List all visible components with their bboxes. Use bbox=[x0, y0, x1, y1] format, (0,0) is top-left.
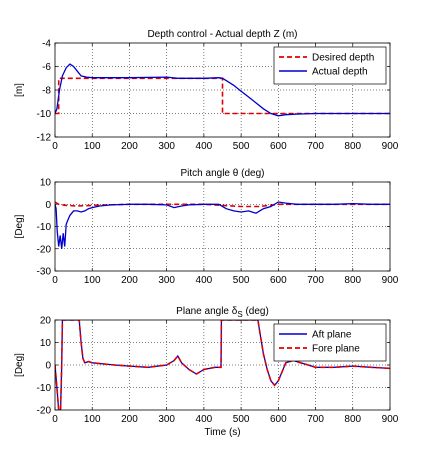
x-tick-label: 600 bbox=[270, 275, 287, 286]
x-tick-label: 400 bbox=[196, 275, 213, 286]
y-tick-label: 0 bbox=[45, 200, 51, 211]
y-tick-label: 10 bbox=[40, 338, 52, 349]
x-tick-label: 600 bbox=[270, 141, 287, 152]
y-tick-label: -8 bbox=[42, 86, 51, 97]
x-tick-label: 200 bbox=[121, 141, 138, 152]
x-tick-label: 500 bbox=[233, 275, 250, 286]
x-tick-label: 500 bbox=[233, 414, 250, 425]
legend: Aft plane Fore plane bbox=[273, 323, 387, 362]
x-tick-label: 200 bbox=[121, 414, 138, 425]
title-subscript: S bbox=[237, 310, 242, 319]
series-line-2 bbox=[55, 63, 390, 117]
x-tick-label: 100 bbox=[84, 275, 101, 286]
y-tick-label: -6 bbox=[42, 62, 51, 73]
axes-frame bbox=[54, 181, 391, 272]
x-tick-label: 300 bbox=[158, 275, 175, 286]
legend-label: Desired depth bbox=[312, 53, 374, 64]
x-tick-label: 800 bbox=[344, 141, 361, 152]
x-tick-label: 600 bbox=[270, 414, 287, 425]
x-tick-label: 300 bbox=[158, 414, 175, 425]
x-tick-label: 900 bbox=[382, 141, 399, 152]
x-tick-label: 300 bbox=[158, 141, 175, 152]
chart-title: Pitch angle θ (deg) bbox=[181, 168, 265, 179]
x-tick-label: 100 bbox=[84, 414, 101, 425]
axes-frame bbox=[54, 319, 391, 411]
y-axis-label: [Deg] bbox=[14, 353, 25, 377]
x-tick-label: 700 bbox=[307, 141, 324, 152]
y-tick-label: -10 bbox=[37, 383, 52, 394]
x-tick-label: 400 bbox=[196, 141, 213, 152]
chart-title: Depth control - Actual depth Z (m) bbox=[147, 29, 297, 40]
x-tick-label: 400 bbox=[196, 414, 213, 425]
legend-label: Actual depth bbox=[312, 67, 368, 78]
x-axis-label: Time (s) bbox=[204, 427, 240, 438]
legend-label: Aft plane bbox=[312, 330, 352, 341]
axes-frame bbox=[54, 42, 391, 138]
x-tick-label: 100 bbox=[84, 141, 101, 152]
plot-area bbox=[55, 182, 390, 271]
y-axis-label: [Deg] bbox=[14, 214, 25, 238]
x-tick-label: 200 bbox=[121, 275, 138, 286]
x-tick-label: 0 bbox=[52, 414, 58, 425]
y-tick-label: 10 bbox=[40, 178, 52, 189]
series-line-2 bbox=[55, 201, 390, 249]
panel-2: 0 100 200 300 400 500 600 700 800 900 -30 -20 -10 0 10… bbox=[14, 168, 399, 286]
x-tick-label: 900 bbox=[382, 275, 399, 286]
title-tail: (deg) bbox=[243, 306, 269, 317]
y-tick-label: -10 bbox=[37, 109, 52, 120]
x-tick-label: 700 bbox=[307, 275, 324, 286]
legend-box bbox=[273, 323, 387, 362]
y-tick-label: -4 bbox=[42, 39, 51, 50]
x-tick-label: 500 bbox=[233, 141, 250, 152]
x-tick-label: 800 bbox=[344, 414, 361, 425]
y-axis-label: [m] bbox=[14, 83, 25, 97]
y-tick-label: -20 bbox=[37, 244, 52, 255]
y-tick-label: 0 bbox=[45, 361, 51, 372]
panel-3: 0 100 200 300 400 500 600 700 800 900 -20 -10 0 10 20 P… bbox=[14, 306, 399, 438]
x-tick-label: 800 bbox=[344, 275, 361, 286]
y-tick-label: -10 bbox=[37, 222, 52, 233]
panel-1: 0 100 200 300 400 500 600 700 800 900 -12 -10 -8 -6 -4… bbox=[14, 29, 399, 152]
legend: Desired depth Actual depth bbox=[273, 46, 387, 85]
series-line-1 bbox=[55, 77, 390, 115]
series-line-2 bbox=[55, 320, 390, 410]
x-tick-label: 0 bbox=[52, 141, 58, 152]
y-tick-label: -20 bbox=[37, 406, 52, 417]
legend-box bbox=[273, 46, 387, 85]
y-tick-label: -12 bbox=[37, 133, 52, 144]
y-tick-label: 20 bbox=[40, 316, 52, 327]
legend-label: Fore plane bbox=[312, 344, 360, 355]
x-tick-label: 700 bbox=[307, 414, 324, 425]
x-tick-label: 900 bbox=[382, 414, 399, 425]
chart-title: Plane angle δS (deg) bbox=[176, 306, 269, 319]
x-tick-label: 0 bbox=[52, 275, 58, 286]
y-tick-label: -30 bbox=[37, 267, 52, 278]
